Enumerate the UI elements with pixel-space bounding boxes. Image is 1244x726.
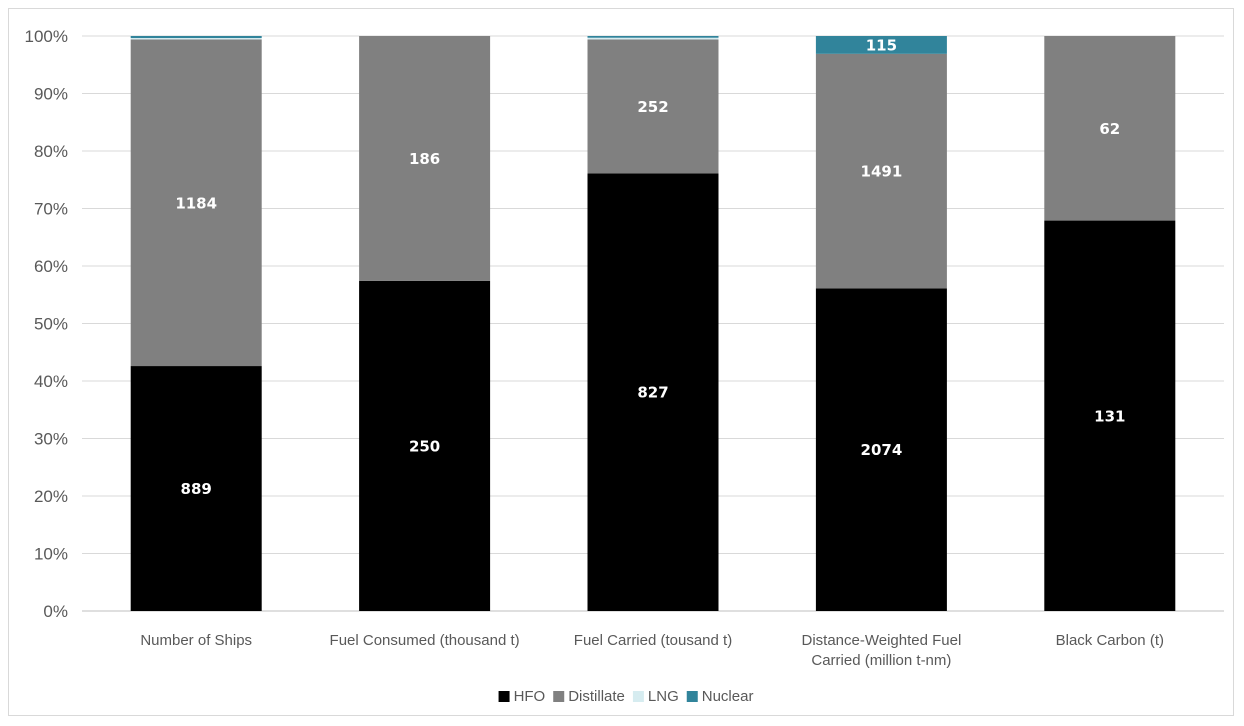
bar-segment-nuclear	[130, 36, 262, 39]
bar-segment-hfo	[587, 173, 719, 612]
bar-segment-lng	[587, 37, 719, 40]
bar-segment-distillate	[587, 39, 719, 174]
data-label: 1184	[175, 194, 217, 212]
bar-segment-distillate	[1044, 36, 1176, 221]
bar-segment-hfo	[130, 366, 262, 611]
data-label: 115	[866, 36, 897, 54]
legend-swatch-nuclear	[686, 691, 698, 702]
y-axis: 0% 10% 20% 30% 40% 50% 60% 70% 80% 90% 100%	[25, 27, 68, 621]
bar-segment-distillate	[359, 36, 491, 281]
data-label: 252	[637, 98, 668, 116]
bar-segment-nuclear	[815, 36, 947, 54]
y-tick-label: 60%	[34, 257, 68, 276]
category-label: Distance-Weighted Fuel	[801, 632, 961, 649]
y-tick-label: 70%	[34, 200, 68, 219]
y-tick-label: 100%	[25, 27, 68, 46]
x-axis: Number of Ships Fuel Consumed (thousand t…	[140, 632, 1164, 669]
y-tick-label: 40%	[34, 372, 68, 391]
bar-segment-hfo	[1044, 220, 1176, 611]
bar-segment-hfo	[359, 280, 491, 611]
category-label: Fuel Consumed (thousand t)	[330, 632, 520, 649]
bar-segment-distillate	[815, 53, 947, 289]
data-labels: 889 1184 250 186 827 252 2074 1491 115 131 62	[175, 36, 1125, 498]
bars	[130, 36, 1176, 612]
y-tick-label: 90%	[34, 85, 68, 104]
data-label: 131	[1094, 407, 1125, 425]
legend-swatch-lng	[632, 691, 644, 702]
data-label: 1491	[861, 163, 903, 181]
legend-label-lng: LNG	[648, 688, 679, 705]
legend-label-hfo: HFO	[514, 688, 546, 705]
category-label: Black Carbon (t)	[1056, 632, 1164, 649]
bar-segment-distillate	[130, 39, 262, 367]
legend-swatch-distillate	[553, 691, 565, 702]
bar-segment-lng	[130, 38, 262, 40]
data-label: 2074	[861, 441, 903, 459]
data-label: 62	[1099, 120, 1120, 138]
y-tick-label: 0%	[43, 602, 68, 621]
legend-label-nuclear: Nuclear	[702, 688, 754, 705]
data-label: 889	[181, 480, 212, 498]
y-tick-label: 80%	[34, 142, 68, 161]
category-label: Carried (million t-nm)	[811, 652, 951, 669]
data-label: 250	[409, 437, 440, 455]
bar-segment-nuclear	[587, 36, 719, 38]
category-label: Fuel Carried (tousand t)	[574, 632, 732, 649]
legend: HFO Distillate LNG Nuclear	[498, 688, 754, 705]
y-tick-label: 50%	[34, 315, 68, 334]
bar-segment-hfo	[815, 288, 947, 611]
legend-swatch-hfo	[498, 691, 510, 702]
y-tick-label: 20%	[34, 487, 68, 506]
y-tick-label: 30%	[34, 430, 68, 449]
y-tick-label: 10%	[34, 545, 68, 564]
data-label: 186	[409, 150, 440, 168]
category-label: Number of Ships	[140, 632, 252, 649]
legend-label-distillate: Distillate	[568, 688, 625, 705]
data-label: 827	[637, 384, 668, 402]
